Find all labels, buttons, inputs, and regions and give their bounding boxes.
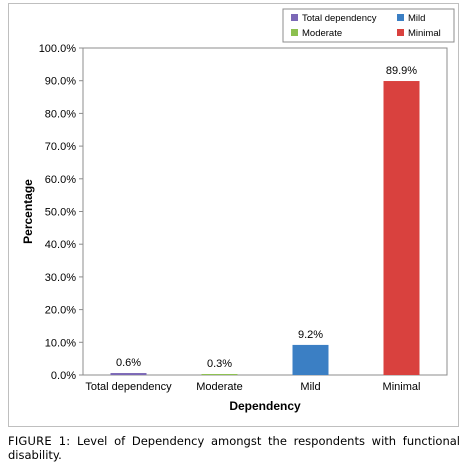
data-label: 0.3% xyxy=(207,358,232,370)
y-tick-label: 10.0% xyxy=(45,337,76,349)
caption-label: FIGURE 1: xyxy=(8,434,71,448)
bar xyxy=(292,344,329,375)
bar xyxy=(383,81,420,375)
y-axis-title: Percentage xyxy=(21,179,35,244)
y-tick-label: 30.0% xyxy=(45,272,76,284)
legend-entry: Minimal xyxy=(408,28,441,39)
x-axis-title: Dependency xyxy=(229,399,301,413)
legend-entry: Moderate xyxy=(302,28,342,39)
data-label: 0.6% xyxy=(116,357,141,369)
legend-box xyxy=(282,8,455,43)
data-label: 89.9% xyxy=(386,65,417,77)
y-tick-label: 60.0% xyxy=(45,174,76,186)
y-tick-label: 90.0% xyxy=(45,76,76,88)
bar xyxy=(201,374,238,375)
y-tick-label: 20.0% xyxy=(45,305,76,317)
x-tick-label: Minimal xyxy=(383,381,421,393)
y-tick-label: 0.0% xyxy=(51,370,76,382)
data-label: 9.2% xyxy=(298,329,323,341)
y-tick-label: 100.0% xyxy=(39,43,77,55)
bar-chart: 0.0% 10.0% 20.0% 30.0% 40.0% 50.0% 60.0% 70.0% 8… xyxy=(21,8,455,413)
y-tick-label: 70.0% xyxy=(45,141,76,153)
x-tick-label: Mild xyxy=(300,381,320,393)
legend-swatch xyxy=(291,14,298,21)
legend-swatch xyxy=(397,29,404,36)
figure-caption: FIGURE 1: Level of Dependency amongst th… xyxy=(8,434,460,462)
legend-entry: Total dependency xyxy=(302,13,377,24)
legend-swatch xyxy=(397,14,404,21)
legend-swatch xyxy=(291,29,298,36)
x-tick-label: Moderate xyxy=(196,381,242,393)
x-tick-label: Total dependency xyxy=(85,381,172,393)
caption-text: Level of Dependency amongst the responde… xyxy=(8,434,460,462)
legend-entry: Mild xyxy=(408,13,425,24)
bar xyxy=(110,373,147,375)
y-tick-label: 40.0% xyxy=(45,239,76,251)
y-tick-label: 80.0% xyxy=(45,108,76,120)
y-tick-label: 50.0% xyxy=(45,207,76,219)
